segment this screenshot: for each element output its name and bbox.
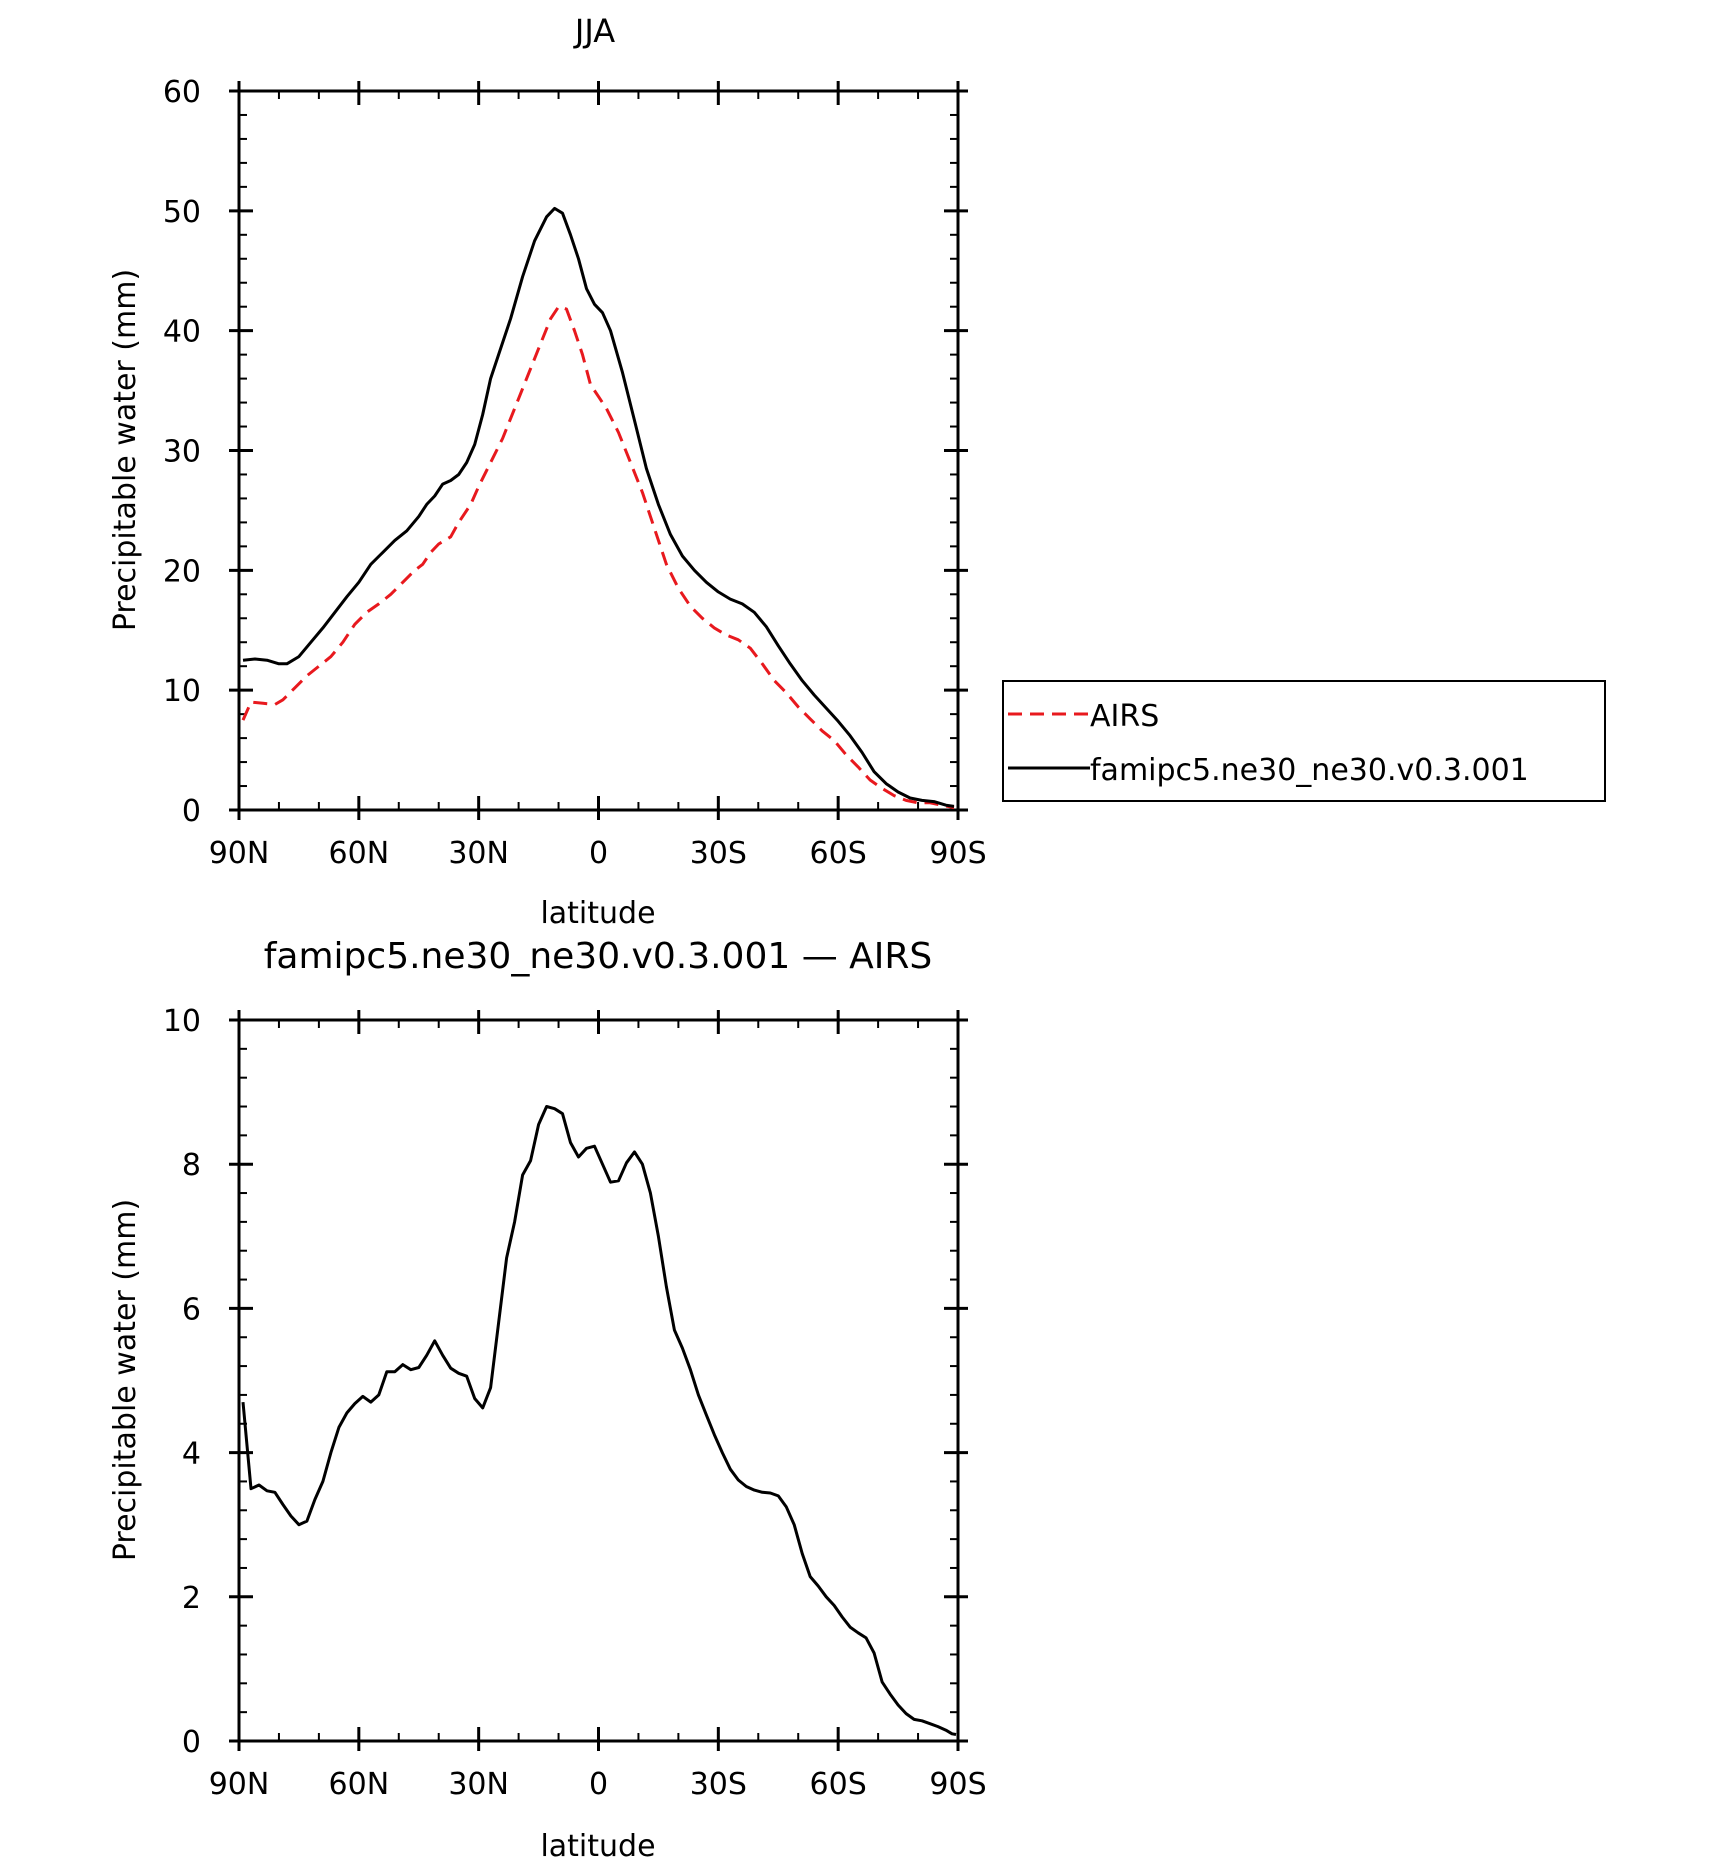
p1-y-tick-label: 40 — [163, 315, 201, 350]
legend-box — [1002, 680, 1606, 802]
p1-y-tick-label: 30 — [163, 435, 201, 470]
p1-x-tick-label: 60S — [810, 836, 867, 871]
p2-y-tick-label: 6 — [182, 1292, 201, 1327]
p1-series-famipc5-ne30-ne30-v0-3-001 — [242, 206, 955, 808]
top-panel-jja: JJA 90N 60N 30N 0 30S 60S 90S 0 10 20 30 40 50 60 lat… — [108, 12, 1606, 931]
legend-label-airs: AIRS — [1090, 699, 1159, 734]
panel-2-series — [241, 1105, 957, 1736]
p1-y-tick-label: 50 — [163, 195, 201, 230]
p1-y-tick-label: 10 — [163, 674, 201, 709]
p2-y-tick-label: 4 — [182, 1437, 201, 1472]
p1-x-tick-label: 30N — [448, 836, 509, 871]
panel-2-plot-frame — [237, 1018, 960, 1743]
p2-x-tick-label: 90N — [209, 1767, 270, 1802]
panel-2-ticks: 90N 60N 30N 0 30S 60S 90S 0 2 4 6 8 10 — [163, 1004, 987, 1802]
legend-label-model: famipc5.ne30_ne30.v0.3.001 — [1090, 753, 1529, 788]
p1-series-airs — [241, 305, 955, 810]
p2-x-tick-label: 30N — [448, 1767, 509, 1802]
p2-y-tick-label: 2 — [182, 1581, 201, 1616]
bottom-panel-difference: famipc5.ne30_ne30.v0.3.001 — AIRS 90N 60N… — [108, 936, 987, 1864]
panel-1-plot-frame — [237, 89, 960, 812]
p1-y-tick-label: 20 — [163, 554, 201, 589]
panel-2-y-axis-label: Precipitable water (mm) — [108, 1199, 143, 1561]
p2-y-tick-label: 8 — [182, 1148, 201, 1183]
p1-x-tick-label: 30S — [690, 836, 747, 871]
panel-1-series — [241, 206, 955, 810]
legend: AIRS famipc5.ne30_ne30.v0.3.001 — [1002, 680, 1606, 802]
p2-x-tick-label: 30S — [690, 1767, 747, 1802]
panel-1-ticks: 90N 60N 30N 0 30S 60S 90S 0 10 20 30 40 50 60 — [163, 75, 987, 871]
p1-y-tick-label: 60 — [163, 75, 201, 110]
p1-y-tick-label: 0 — [182, 794, 201, 829]
panel-1-title: JJA — [573, 12, 615, 50]
p1-x-tick-label: 90S — [929, 836, 986, 871]
p1-x-tick-label: 0 — [589, 836, 608, 871]
p1-x-tick-label: 90N — [209, 836, 270, 871]
p1-x-tick-label: 60N — [329, 836, 390, 871]
p2-y-tick-label: 0 — [182, 1725, 201, 1760]
p2-y-tick-label: 10 — [163, 1004, 201, 1039]
panel-2-x-axis-label: latitude — [540, 1829, 655, 1861]
panel-2-title: famipc5.ne30_ne30.v0.3.001 — AIRS — [264, 936, 933, 977]
p2-x-tick-label: 90S — [929, 1767, 986, 1802]
p2-series-difference — [241, 1105, 957, 1736]
panel-1-y-axis-label: Precipitable water (mm) — [108, 269, 143, 631]
p2-x-tick-label: 60S — [810, 1767, 867, 1802]
p2-x-tick-label: 0 — [589, 1767, 608, 1802]
p2-x-tick-label: 60N — [329, 1767, 390, 1802]
panel-1-x-axis-label: latitude — [540, 896, 655, 931]
